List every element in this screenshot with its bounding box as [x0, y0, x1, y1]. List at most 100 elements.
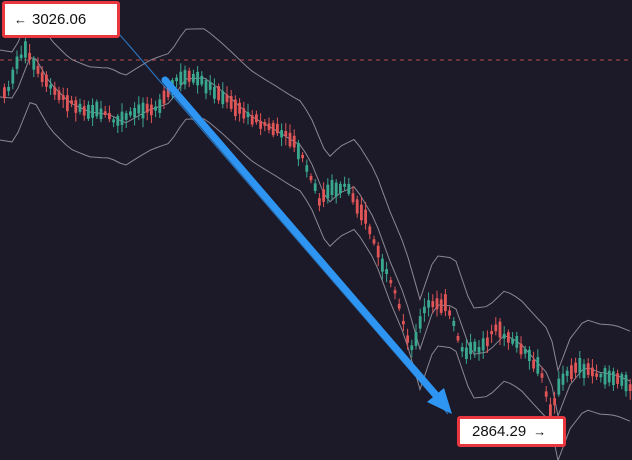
low-price-value: 2864.29	[472, 423, 527, 440]
candle-body	[473, 341, 477, 352]
candle-body	[141, 102, 145, 119]
low-price-label[interactable]: 2864.29 →	[457, 416, 566, 447]
candle-body	[162, 90, 166, 104]
candles-group	[3, 36, 632, 421]
candle-body	[280, 130, 283, 138]
high-price-label[interactable]: ← 3026.06	[2, 1, 120, 38]
candle-body	[414, 332, 418, 346]
candle-body	[578, 358, 582, 373]
candle-body	[439, 299, 443, 313]
candle-body	[612, 371, 615, 386]
candle-body	[355, 199, 359, 214]
candle-body	[192, 74, 195, 83]
candle-body	[32, 59, 36, 70]
candle-body	[57, 90, 61, 100]
candle-body	[586, 363, 590, 375]
candle-body	[435, 298, 439, 310]
candle-body	[267, 123, 271, 130]
candle-body	[544, 391, 548, 397]
candle-body	[389, 280, 393, 284]
candle-body	[423, 306, 426, 314]
candle-body	[7, 86, 10, 91]
candle-body	[234, 99, 237, 117]
candle-body	[599, 374, 603, 378]
trend-arrow	[161, 76, 440, 399]
candle-body	[19, 54, 23, 59]
candle-body	[381, 258, 384, 272]
candle-body	[200, 75, 204, 85]
candle-body	[196, 71, 199, 86]
candle-body	[616, 373, 619, 384]
candle-body	[276, 123, 279, 134]
candle-body	[217, 86, 220, 101]
candle-body	[263, 122, 267, 126]
candle-body	[452, 320, 456, 326]
candle-body	[549, 404, 552, 419]
candle-body	[620, 374, 624, 386]
candle-body	[61, 95, 65, 100]
candle-body	[347, 183, 351, 194]
candle-body	[351, 193, 355, 203]
candle-body	[511, 338, 514, 344]
candle-body	[313, 183, 317, 191]
candle-body	[255, 114, 258, 123]
candle-body	[368, 226, 372, 235]
candle-body	[120, 111, 124, 125]
candle-body	[246, 112, 250, 118]
candle-body	[481, 338, 485, 351]
candle-body	[402, 320, 405, 325]
candle-body	[624, 374, 628, 392]
candle-body	[540, 373, 544, 378]
candle-body	[3, 87, 6, 99]
candle-body	[557, 378, 561, 395]
candle-body	[49, 84, 52, 89]
candle-body	[66, 95, 69, 112]
candle-body	[36, 65, 40, 74]
candle-body	[364, 209, 367, 224]
candle-body	[486, 337, 489, 347]
candle-body	[145, 103, 149, 113]
candle-body	[91, 105, 94, 118]
candle-body	[24, 41, 27, 58]
candle-body	[502, 333, 506, 339]
bollinger-upper-band	[0, 11, 631, 373]
candle-body	[393, 290, 397, 294]
candle-body	[431, 301, 435, 307]
candle-body	[603, 368, 607, 385]
candle-body	[288, 132, 292, 147]
candle-body	[498, 321, 502, 338]
candle-body	[221, 91, 225, 105]
candle-body	[28, 52, 31, 60]
candle-body	[158, 99, 162, 113]
candle-body	[208, 82, 212, 90]
candle-body	[74, 100, 78, 113]
candle-body	[45, 74, 48, 87]
candle-body	[78, 103, 82, 112]
candle-body	[292, 135, 296, 148]
candle-body	[427, 300, 430, 308]
candle-body	[582, 364, 586, 378]
candle-body	[628, 384, 632, 391]
left-arrow-icon: ←	[14, 12, 27, 27]
candle-body	[385, 269, 388, 274]
candle-body	[305, 165, 309, 172]
candle-body	[82, 106, 86, 116]
candle-body	[490, 331, 493, 335]
candle-body	[318, 198, 321, 206]
candle-body	[372, 239, 376, 244]
candle-body	[229, 96, 233, 109]
candle-body	[519, 343, 523, 355]
candle-body	[523, 349, 527, 354]
candle-body	[87, 104, 90, 119]
candle-body	[183, 69, 187, 85]
candle-body	[116, 116, 120, 126]
candle-body	[448, 310, 451, 316]
candle-body	[154, 106, 157, 111]
candle-body	[469, 342, 472, 355]
candle-body	[397, 303, 401, 309]
candle-body	[595, 373, 598, 377]
candle-body	[284, 131, 288, 137]
candle-body	[591, 367, 594, 377]
